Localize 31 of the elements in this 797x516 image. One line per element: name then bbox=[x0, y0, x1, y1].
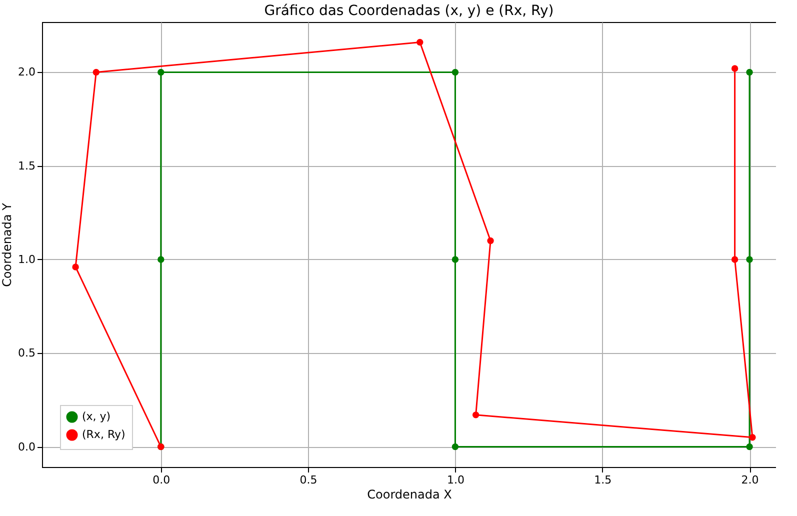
point bbox=[746, 443, 753, 450]
y-tick-label: 0.5 bbox=[18, 346, 36, 360]
point bbox=[731, 65, 738, 72]
point bbox=[472, 412, 480, 418]
y-tick-label: 2.0 bbox=[18, 66, 36, 79]
point bbox=[158, 256, 164, 263]
y-axis-title: Coordenada Y bbox=[0, 202, 14, 287]
y-tick-label: 0.0 bbox=[18, 440, 36, 454]
point bbox=[746, 68, 753, 76]
point bbox=[92, 68, 100, 76]
x-tick-label: 1.5 bbox=[594, 474, 612, 486]
x-tick-label: 0.5 bbox=[300, 474, 318, 486]
x-axis-title: Coordenada X bbox=[367, 488, 452, 502]
point bbox=[452, 68, 459, 76]
point bbox=[746, 256, 753, 263]
point bbox=[749, 434, 756, 441]
y-tick-label: 1.5 bbox=[18, 159, 36, 172]
legend-label: (x, y) bbox=[82, 410, 111, 423]
x-tick-label: 2.0 bbox=[741, 474, 759, 486]
x-tick-label: 1.0 bbox=[446, 474, 464, 486]
point bbox=[731, 256, 738, 263]
point bbox=[452, 443, 459, 450]
chart-title: Gráfico das Coordenadas (x, y) e (Rx, Ry) bbox=[264, 3, 554, 19]
y-tick-label: 1.0 bbox=[18, 252, 36, 266]
x-tick-label: 0.0 bbox=[152, 474, 170, 486]
point bbox=[158, 68, 164, 76]
point bbox=[416, 38, 424, 46]
legend-label: (Rx, Ry) bbox=[82, 428, 126, 441]
point bbox=[452, 256, 459, 263]
point bbox=[72, 264, 79, 270]
point bbox=[487, 237, 494, 244]
